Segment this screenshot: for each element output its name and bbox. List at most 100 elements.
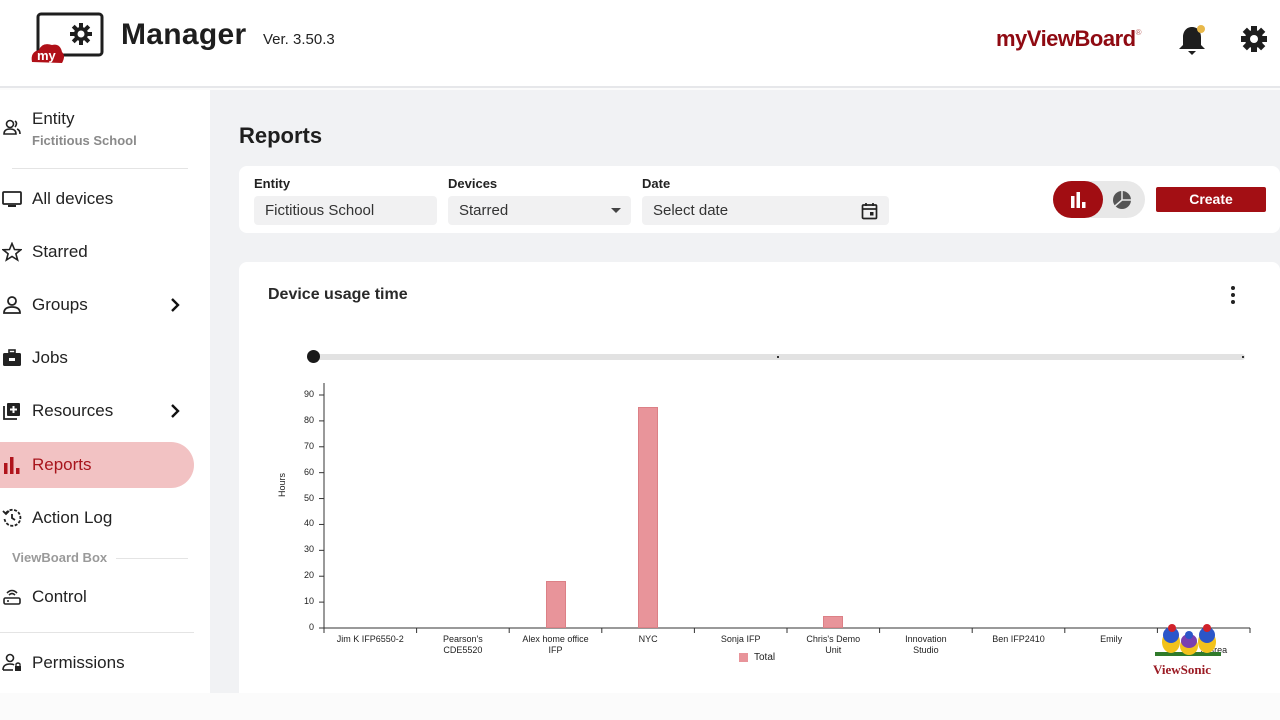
svg-text:my: my xyxy=(37,48,57,63)
legend-label: Total xyxy=(754,652,776,663)
app-logo[interactable]: my xyxy=(30,12,106,68)
slider-tick xyxy=(777,356,779,358)
people-icon xyxy=(3,119,21,135)
bar-chart-icon xyxy=(4,457,20,474)
x-category-label: Innovation Studio xyxy=(905,634,947,655)
page-title: Reports xyxy=(239,123,323,148)
x-category-label: Pearson's CDE5520 xyxy=(443,634,483,655)
notifications-button[interactable] xyxy=(1177,24,1207,56)
sidebar-item-groups[interactable]: Groups xyxy=(0,282,194,328)
x-category-label: 2-Brea xyxy=(1200,645,1228,655)
x-category-label: Jim K IFP6550-2 xyxy=(336,634,404,644)
pie-chart-view-button[interactable] xyxy=(1111,189,1133,211)
x-category-label: Sonja IFP xyxy=(720,634,761,644)
sidebar: Entity Fictitious School All devices Sta… xyxy=(0,90,210,693)
birds-logo-icon xyxy=(1155,624,1221,656)
sidebar-item-all-devices[interactable]: All devices xyxy=(0,176,194,222)
sidebar-item-label: Jobs xyxy=(32,348,68,367)
date-range-slider[interactable] xyxy=(307,350,1245,363)
sidebar-item-label: Action Log xyxy=(32,508,113,527)
sidebar-item-label: Control xyxy=(32,587,87,606)
registered-mark: ® xyxy=(1135,28,1142,37)
y-tick-label: 10 xyxy=(303,596,314,607)
manager-logo-icon: my xyxy=(31,12,104,63)
x-category-label: Alex home office IFP xyxy=(522,634,589,655)
entity-filter-label: Entity xyxy=(254,176,291,191)
chevron-right-icon xyxy=(171,298,180,312)
y-tick-label: 20 xyxy=(303,570,314,581)
devices-select[interactable]: Starred xyxy=(448,196,631,225)
chart-type-toggle xyxy=(1053,181,1145,218)
gear-icon xyxy=(1241,26,1267,52)
sidebar-item-label: Permissions xyxy=(32,653,125,672)
more-options-icon[interactable] xyxy=(1227,284,1239,306)
usage-bar-chart: Hours 0 10 20 30 40 50 60 70 80 90 Jim K IFP6550-… xyxy=(239,262,1280,702)
y-axis-label: Hours xyxy=(277,472,287,497)
monitor-icon xyxy=(2,191,22,207)
entity-label: Entity xyxy=(32,109,75,128)
section-label-viewboard-box: ViewBoard Box xyxy=(12,550,108,565)
y-tick-label: 0 xyxy=(308,622,314,632)
dropdown-caret-icon xyxy=(611,208,621,213)
star-icon xyxy=(2,242,22,262)
sidebar-item-label: Reports xyxy=(32,455,92,474)
create-report-button[interactable]: Create xyxy=(1156,187,1266,212)
bar-2[interactable] xyxy=(545,581,566,628)
sidebar-item-label: Starred xyxy=(32,242,88,261)
sidebar-item-label: All devices xyxy=(32,189,114,208)
user-lock-icon xyxy=(2,653,21,671)
sidebar-item-label: Groups xyxy=(32,295,88,314)
sidebar-item-permissions[interactable]: Permissions xyxy=(0,640,194,686)
sidebar-item-action-log[interactable]: Action Log xyxy=(0,495,194,541)
person-icon xyxy=(3,296,21,314)
bell-icon xyxy=(1179,25,1205,55)
bar-chart-view-button[interactable] xyxy=(1053,181,1103,218)
slider-handle[interactable] xyxy=(307,350,320,363)
sidebar-item-starred[interactable]: Starred xyxy=(0,229,194,275)
y-tick-label: 30 xyxy=(303,544,314,555)
y-tick-label: 70 xyxy=(303,440,314,451)
chevron-right-icon xyxy=(171,404,180,418)
date-filter-label: Date xyxy=(642,176,671,191)
sidebar-divider xyxy=(12,168,188,169)
y-tick-label: 40 xyxy=(303,518,314,529)
chart-title: Device usage time xyxy=(268,286,408,303)
history-icon xyxy=(2,508,22,527)
briefcase-icon xyxy=(3,349,21,366)
sidebar-entity[interactable]: Entity Fictitious School xyxy=(0,106,194,156)
version-label: Ver. 3.50.3 xyxy=(263,31,335,48)
y-tick-label: 90 xyxy=(303,389,314,399)
notification-dot xyxy=(1197,25,1205,33)
entity-value: Fictitious School xyxy=(32,133,137,148)
library-add-icon xyxy=(3,403,20,420)
router-icon xyxy=(3,589,21,605)
sidebar-divider xyxy=(0,632,194,633)
sidebar-item-control[interactable]: Control xyxy=(0,574,194,620)
entity-filter-field[interactable]: Fictitious School xyxy=(254,196,437,225)
sidebar-item-label: Resources xyxy=(32,401,114,420)
calendar-icon[interactable] xyxy=(861,202,878,220)
brand-logo[interactable]: myViewBoard® xyxy=(996,26,1142,52)
legend-swatch xyxy=(739,653,748,662)
settings-button[interactable] xyxy=(1240,25,1268,53)
sidebar-item-reports[interactable]: Reports xyxy=(0,442,194,488)
devices-select-value: Starred xyxy=(459,202,509,219)
devices-filter-label: Devices xyxy=(448,176,498,191)
bar-chart-icon xyxy=(1071,191,1086,208)
slider-tick xyxy=(1242,356,1244,358)
x-category-label: Emily xyxy=(1100,634,1123,644)
report-filters: Entity Fictitious School Devices Starred… xyxy=(239,166,1280,233)
x-category-label: Ben IFP2410 xyxy=(992,634,1045,644)
bar-3[interactable] xyxy=(638,406,659,628)
y-tick-label: 50 xyxy=(303,492,314,503)
date-placeholder: Select date xyxy=(653,202,729,219)
sidebar-item-resources[interactable]: Resources xyxy=(0,388,194,434)
bar-5[interactable] xyxy=(823,616,844,628)
x-category-label: Chris's Demo Unit xyxy=(806,634,861,655)
x-category-label: NYC xyxy=(638,634,658,644)
sidebar-item-jobs[interactable]: Jobs xyxy=(0,335,194,381)
device-usage-chart-card: Device usage time Hours 0 10 20 30 40 50 60 70 8… xyxy=(239,262,1280,702)
date-picker-field[interactable]: Select date xyxy=(642,196,889,225)
app-title: Manager xyxy=(121,18,247,51)
viewsonic-watermark: ViewSonic xyxy=(1153,622,1225,678)
